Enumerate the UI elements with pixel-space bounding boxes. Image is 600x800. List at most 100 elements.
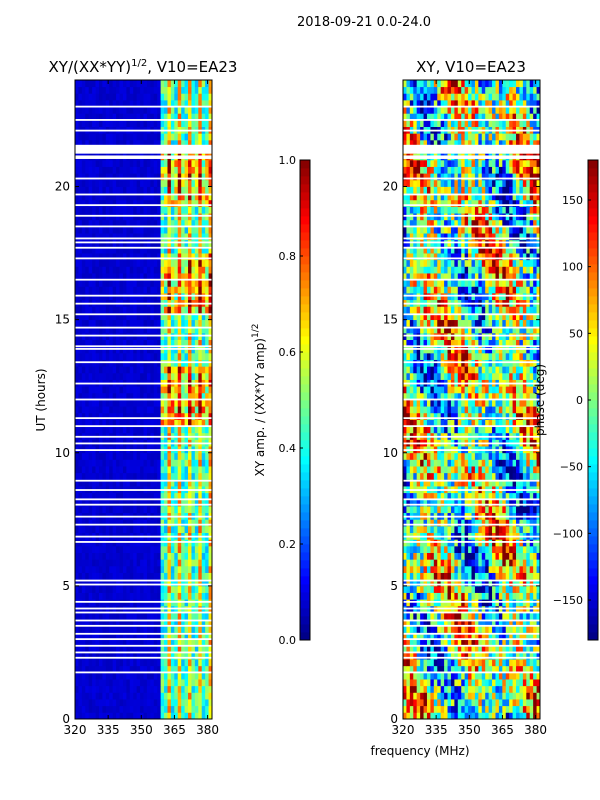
heatmap-cell [157, 579, 162, 587]
heatmap-cell [109, 193, 114, 201]
heatmap-cell [184, 233, 189, 241]
heatmap-cell [205, 233, 209, 241]
heatmap-cell [105, 366, 110, 374]
heatmap-cell [170, 712, 175, 720]
colorbar-step [300, 280, 310, 289]
heatmap-cell [102, 679, 107, 687]
heatmap-cell [98, 93, 103, 101]
heatmap-cell [208, 565, 213, 573]
heatmap-cell [136, 286, 141, 294]
heatmap-cell [194, 366, 199, 374]
heatmap-cell [201, 552, 206, 560]
heatmap-cell [112, 312, 117, 321]
heatmap-cell [92, 406, 96, 414]
heatmap-cell [208, 406, 213, 414]
heatmap-cell [109, 99, 114, 108]
heatmap-cell [140, 705, 144, 713]
heatmap-cell [201, 266, 206, 274]
heatmap-cell [157, 585, 162, 593]
heatmap-cell [119, 133, 124, 141]
colorbar-step [300, 456, 310, 465]
heatmap-cell [174, 166, 179, 174]
heatmap-cell [157, 339, 162, 347]
colorbar-step [300, 600, 310, 609]
heatmap-cell [119, 306, 124, 314]
heatmap-cell [454, 652, 459, 660]
heatmap-cell [413, 565, 418, 573]
heatmap-cell [143, 352, 148, 360]
heatmap-cell [160, 632, 165, 640]
heatmap-cell [167, 619, 172, 627]
heatmap-cell [98, 612, 103, 620]
heatmap-cell [447, 665, 452, 673]
heatmap-cell [98, 659, 103, 667]
heatmap-cell [133, 273, 138, 281]
heatmap-cell [98, 279, 103, 287]
heatmap-cell [198, 106, 203, 114]
heatmap-cell [129, 319, 134, 327]
colorbar-step [300, 432, 310, 441]
heatmap-cell [143, 259, 148, 267]
heatmap-cell [181, 246, 185, 254]
colorbar-step [300, 536, 310, 545]
heatmap-cell [92, 506, 96, 514]
heatmap-cell [170, 173, 175, 181]
heatmap-cell [416, 625, 421, 633]
heatmap-cell [170, 286, 175, 294]
heatmap-cell [184, 506, 189, 514]
heatmap-cell [167, 392, 172, 400]
heatmap-cell [208, 426, 213, 434]
heatmap-cell [78, 306, 83, 314]
heatmap-cell [92, 419, 96, 427]
heatmap-cell [529, 665, 534, 673]
colorbar-step [300, 464, 310, 473]
heatmap-cell [170, 193, 175, 201]
heatmap-cell [529, 579, 534, 587]
heatmap-cell [112, 632, 117, 640]
heatmap-cell [488, 619, 493, 627]
heatmap-cell [157, 233, 162, 241]
heatmap-cell [177, 699, 182, 707]
heatmap-cell [136, 179, 141, 187]
heatmap-cell [85, 579, 90, 587]
heatmap-cell [188, 525, 192, 534]
heatmap-cell [109, 179, 114, 187]
heatmap-cell [146, 159, 151, 167]
heatmap-cell [194, 166, 199, 174]
heatmap-cell [133, 525, 138, 534]
heatmap-cell [426, 692, 431, 700]
heatmap-cell [444, 679, 448, 687]
heatmap-cell [177, 426, 182, 434]
heatmap-cell [102, 86, 107, 94]
heatmap-cell [464, 679, 469, 687]
heatmap-cell [464, 712, 469, 720]
heatmap-cell [85, 273, 90, 281]
heatmap-cell [184, 352, 189, 360]
flagged-row [75, 535, 212, 538]
heatmap-cell [122, 306, 127, 314]
heatmap-cell [181, 579, 185, 587]
heatmap-cell [81, 113, 86, 121]
heatmap-cell [177, 452, 182, 460]
heatmap-cell [92, 585, 96, 593]
heatmap-cell [143, 133, 148, 141]
heatmap-cell [136, 592, 141, 600]
heatmap-cell [126, 545, 131, 553]
heatmap-cell [198, 579, 203, 587]
heatmap-cell [201, 233, 206, 241]
heatmap-cell [164, 199, 168, 207]
heatmap-cell [512, 645, 517, 653]
heatmap-cell [184, 466, 189, 474]
heatmap-cell [454, 659, 459, 667]
heatmap-cell [519, 565, 524, 573]
heatmap-cell [95, 506, 100, 514]
heatmap-cell [519, 665, 524, 673]
heatmap-cell [205, 366, 209, 374]
heatmap-cell [201, 139, 206, 147]
heatmap-cell [191, 246, 196, 254]
heatmap-cell [112, 166, 117, 174]
heatmap-cell [102, 106, 107, 114]
flagged-row [75, 214, 212, 217]
heatmap-cell [502, 592, 507, 600]
